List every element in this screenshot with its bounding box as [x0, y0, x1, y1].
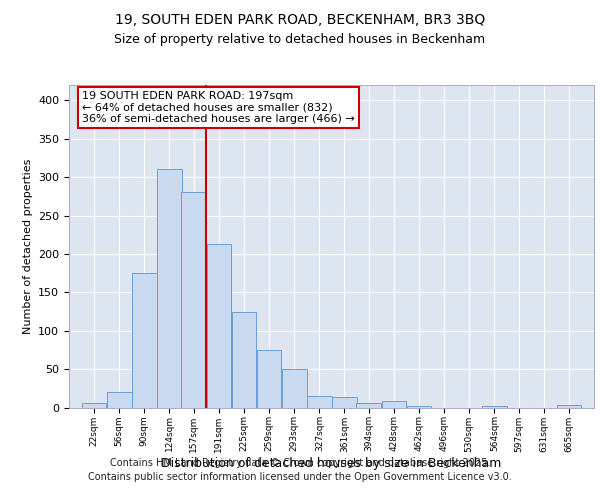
Bar: [232, 312, 256, 408]
Bar: [332, 397, 357, 407]
Bar: [482, 406, 506, 407]
Bar: [382, 402, 406, 407]
Bar: [82, 403, 106, 407]
Bar: [257, 350, 281, 408]
Bar: [132, 273, 157, 407]
Text: Size of property relative to detached houses in Beckenham: Size of property relative to detached ho…: [115, 32, 485, 46]
Bar: [557, 405, 581, 407]
X-axis label: Distribution of detached houses by size in Beckenham: Distribution of detached houses by size …: [161, 457, 502, 470]
Text: Contains public sector information licensed under the Open Government Licence v3: Contains public sector information licen…: [88, 472, 512, 482]
Bar: [157, 170, 182, 408]
Bar: [307, 396, 332, 407]
Text: Contains HM Land Registry data © Crown copyright and database right 2025.: Contains HM Land Registry data © Crown c…: [110, 458, 490, 468]
Bar: [356, 403, 381, 407]
Text: 19 SOUTH EDEN PARK ROAD: 197sqm
← 64% of detached houses are smaller (832)
36% o: 19 SOUTH EDEN PARK ROAD: 197sqm ← 64% of…: [82, 91, 355, 124]
Y-axis label: Number of detached properties: Number of detached properties: [23, 158, 32, 334]
Text: 19, SOUTH EDEN PARK ROAD, BECKENHAM, BR3 3BQ: 19, SOUTH EDEN PARK ROAD, BECKENHAM, BR3…: [115, 12, 485, 26]
Bar: [407, 406, 431, 407]
Bar: [181, 192, 206, 408]
Bar: [107, 392, 131, 407]
Bar: [206, 244, 231, 408]
Bar: [282, 369, 307, 408]
